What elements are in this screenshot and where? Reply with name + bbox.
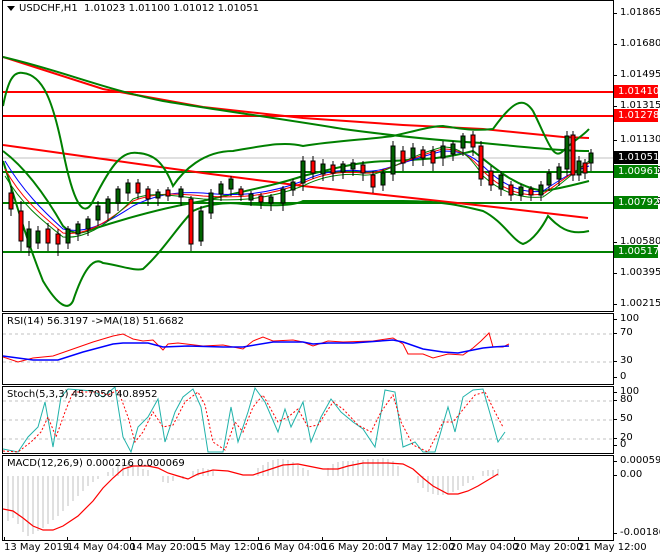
stoch-pane[interactable]: Stoch(5,3,3) 45.7050 40.8952 xyxy=(2,386,614,454)
level-tag-5: 1.00517 xyxy=(614,245,659,258)
stoch-chart-svg xyxy=(3,387,613,453)
rsi-axis: 100 70 30 0 xyxy=(613,313,640,382)
macd-axis: 0.000599 0.00 -0.001868 xyxy=(613,455,660,538)
current-price-tag: 1.01051 xyxy=(614,151,659,164)
time-tick: 15 May 12:00 xyxy=(194,537,263,553)
candlesticks xyxy=(8,131,594,256)
price-chart-svg xyxy=(3,56,613,307)
level-tag-1: 1.01410 xyxy=(614,85,659,98)
time-tick: 17 May 12:00 xyxy=(386,537,455,553)
stoch-label: Stoch(5,3,3) 45.7050 40.8952 xyxy=(7,389,158,400)
macd-signal-line xyxy=(3,462,499,531)
stoch-d-line xyxy=(3,389,504,453)
trendline-upper xyxy=(3,56,590,139)
level-tag-4: 1.00792 xyxy=(614,196,659,209)
macd-pane[interactable]: MACD(12,26,9) 0.000216 0.000069 xyxy=(2,455,614,541)
rsi-line xyxy=(3,332,510,363)
ohlc-values: 1.01023 1.01100 1.01012 1.01051 xyxy=(84,3,259,14)
rsi-chart-svg xyxy=(3,332,613,363)
bollinger-lower xyxy=(3,160,590,307)
ema-fast-red xyxy=(4,148,590,235)
bollinger-upper xyxy=(3,71,590,210)
level-tag-2: 1.01278 xyxy=(614,109,659,122)
macd-histogram xyxy=(7,458,499,536)
time-tick: 13 May 2019 xyxy=(4,537,70,553)
time-tick: 14 May 20:00 xyxy=(130,537,199,553)
rsi-pane[interactable]: RSI(14) 56.3197 ->MA(18) 51.6682 xyxy=(2,313,614,385)
moving-average-slow xyxy=(3,56,590,152)
rsi-ma-line xyxy=(3,339,510,361)
dropdown-arrow-icon[interactable] xyxy=(7,5,15,11)
macd-label: MACD(12,26,9) 0.000216 0.000069 xyxy=(7,458,185,469)
macd-chart-svg xyxy=(3,458,499,536)
time-tick: 16 May 04:00 xyxy=(258,537,327,553)
rsi-label: RSI(14) 56.3197 ->MA(18) 51.6682 xyxy=(7,316,184,327)
time-tick: 16 May 20:00 xyxy=(322,537,391,553)
time-tick: 20 May 20:00 xyxy=(514,537,583,553)
symbol-label: USDCHF,H1 xyxy=(19,3,78,14)
time-axis: 13 May 2019 14 May 04:00 14 May 20:00 15… xyxy=(0,537,660,560)
stoch-axis: 100 80 50 20 0 xyxy=(613,386,640,450)
level-tag-3: 1.00961 xyxy=(614,165,659,178)
chart-header: USDCHF,H1 1.01023 1.01100 1.01012 1.0105… xyxy=(7,3,259,14)
time-tick: 20 May 04:00 xyxy=(450,537,519,553)
ema-fast-green xyxy=(4,146,590,238)
time-tick: 14 May 04:00 xyxy=(67,537,136,553)
price-pane[interactable]: USDCHF,H1 1.01023 1.01100 1.01012 1.0105… xyxy=(2,0,614,312)
time-tick: 21 May 12:00 xyxy=(578,537,647,553)
